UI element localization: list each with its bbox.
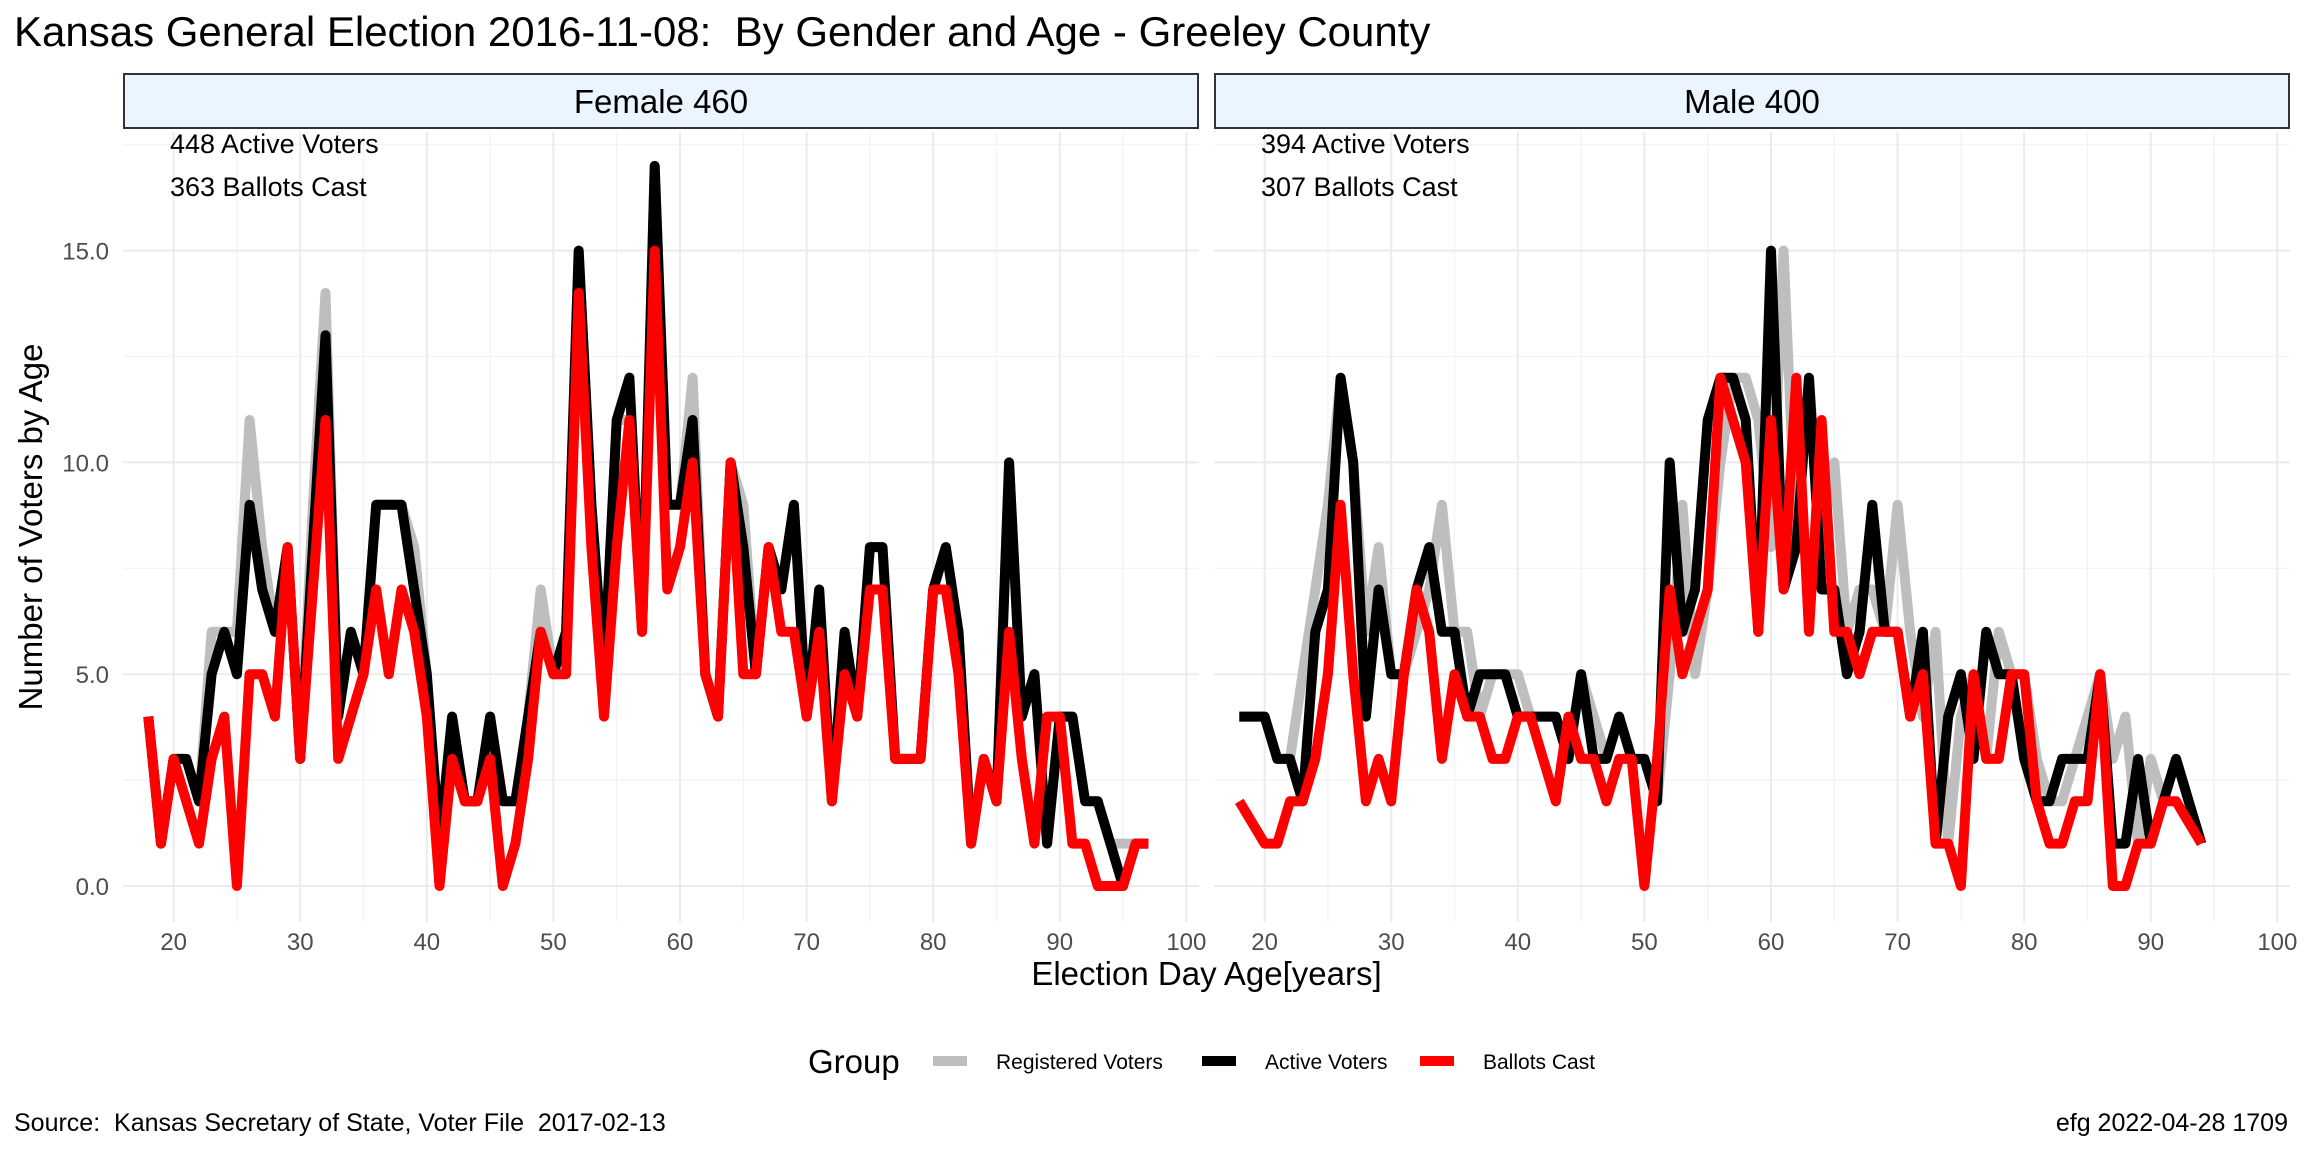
legend-label: Registered Voters (996, 1051, 1163, 1074)
x-tick-label: 40 (1504, 929, 1531, 956)
series-line-ballots-cast (1235, 372, 2206, 891)
x-tick-label: 70 (1884, 929, 1911, 956)
y-tick-label: 5.0 (76, 662, 109, 689)
x-tick-label: 100 (1166, 929, 1206, 956)
x-tick-label: 50 (1631, 929, 1658, 956)
panel-annotation: 448 Active Voters (170, 129, 379, 159)
x-tick-label: 30 (287, 929, 314, 956)
panel-annotation: 363 Ballots Cast (170, 172, 367, 202)
y-tick-label: 0.0 (76, 874, 109, 901)
x-tick-label: 60 (1758, 929, 1785, 956)
panel-annotation: 307 Ballots Cast (1261, 172, 1458, 202)
x-tick-label: 20 (1251, 929, 1278, 956)
legend-label: Ballots Cast (1483, 1051, 1595, 1074)
x-tick-label: 40 (413, 929, 440, 956)
facet-strip (123, 73, 1199, 129)
x-tick-label: 90 (1046, 929, 1073, 956)
series-line-registered-voters (1239, 245, 2207, 849)
y-tick-label: 15.0 (62, 239, 109, 266)
x-tick-label: 20 (160, 929, 187, 956)
panel-annotation: 394 Active Voters (1261, 129, 1470, 159)
x-tick-label: 30 (1378, 929, 1405, 956)
facet-strip-label: Female 460 (574, 83, 748, 120)
x-tick-label: 60 (667, 929, 694, 956)
chart-title: Kansas General Election 2016-11-08: By G… (14, 8, 1431, 55)
series-line-ballots-cast (143, 245, 1149, 891)
x-tick-label: 100 (2257, 929, 2297, 956)
legend-label: Active Voters (1265, 1051, 1388, 1074)
credit-caption: efg 2022-04-28 1709 (2055, 1109, 2288, 1137)
facet-strip-label: Male 400 (1684, 83, 1820, 120)
y-axis-title: Number of Voters by Age (12, 344, 49, 711)
x-tick-label: 50 (540, 929, 567, 956)
source-caption: Source: Kansas Secretary of State, Voter… (14, 1109, 666, 1137)
facet-strip (1214, 73, 2290, 129)
x-tick-label: 80 (2011, 929, 2038, 956)
y-tick-label: 10.0 (62, 450, 109, 477)
x-tick-label: 80 (920, 929, 947, 956)
x-tick-label: 70 (793, 929, 820, 956)
legend-title: Group (808, 1043, 900, 1080)
x-axis-title: Election Day Age[years] (1031, 955, 1381, 992)
x-tick-label: 90 (2137, 929, 2164, 956)
